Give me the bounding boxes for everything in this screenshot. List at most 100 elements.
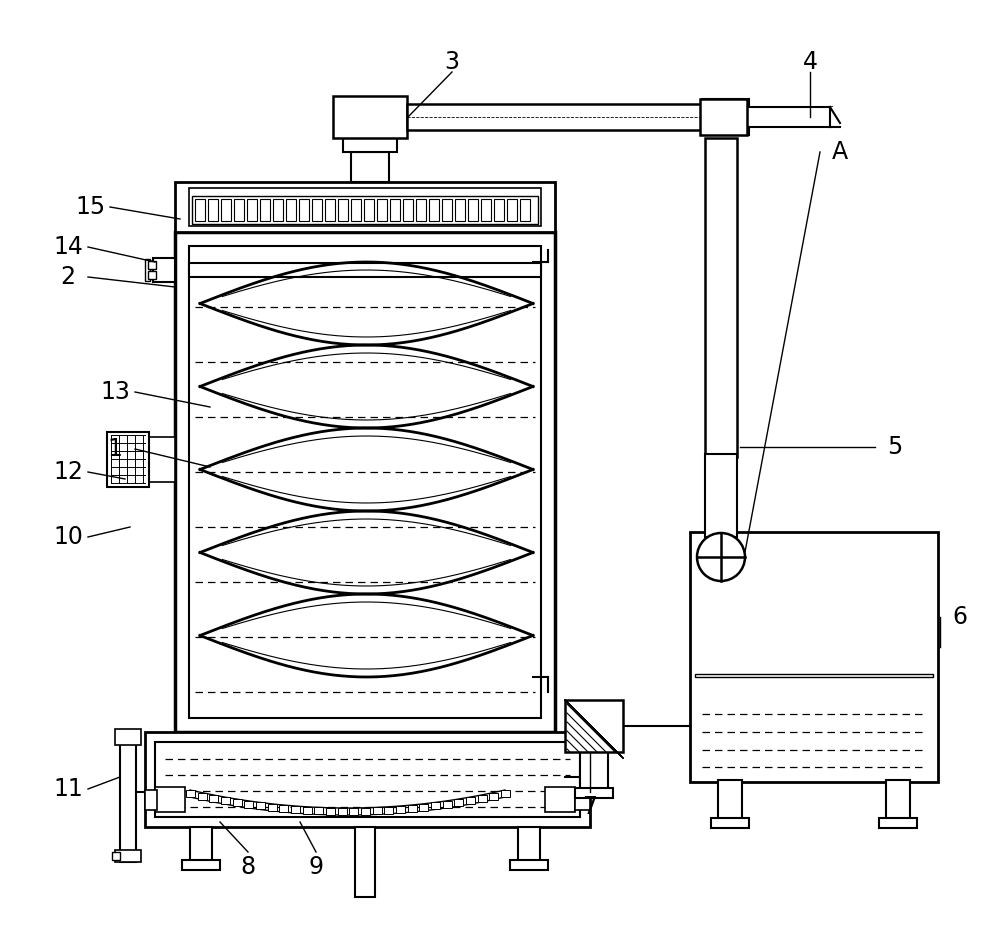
Bar: [260, 199, 270, 221]
Bar: [155, 742, 580, 817]
Bar: [351, 199, 361, 221]
Bar: [468, 199, 478, 221]
Bar: [145, 790, 157, 810]
Bar: [408, 805, 417, 812]
Bar: [455, 199, 465, 221]
Bar: [407, 104, 710, 130]
Bar: [510, 860, 548, 870]
Bar: [149, 437, 175, 482]
Bar: [182, 860, 220, 870]
Bar: [481, 199, 491, 221]
Bar: [273, 199, 283, 221]
Bar: [575, 788, 613, 798]
Bar: [747, 107, 832, 127]
Bar: [333, 96, 407, 138]
Text: A: A: [832, 140, 848, 164]
Bar: [429, 199, 439, 221]
Bar: [190, 827, 212, 862]
Bar: [377, 199, 387, 221]
Bar: [247, 199, 257, 221]
Text: 4: 4: [802, 50, 818, 74]
Bar: [373, 807, 382, 815]
Bar: [431, 803, 440, 809]
Bar: [518, 827, 540, 862]
Bar: [705, 138, 737, 457]
Bar: [115, 729, 141, 745]
Bar: [153, 258, 175, 282]
Bar: [279, 805, 288, 812]
Bar: [145, 732, 590, 827]
Bar: [454, 799, 463, 806]
Bar: [384, 806, 393, 814]
Bar: [314, 807, 323, 815]
Bar: [545, 787, 575, 812]
Bar: [209, 795, 218, 802]
Bar: [718, 780, 742, 820]
Bar: [416, 199, 426, 221]
Bar: [466, 797, 475, 804]
Text: 8: 8: [240, 855, 256, 879]
Bar: [494, 199, 504, 221]
Bar: [565, 700, 623, 752]
Bar: [325, 199, 335, 221]
Bar: [286, 199, 296, 221]
Bar: [244, 801, 253, 807]
Bar: [501, 790, 510, 797]
Text: 14: 14: [53, 235, 83, 259]
Bar: [233, 799, 242, 806]
Bar: [478, 795, 487, 802]
Bar: [349, 808, 358, 815]
Bar: [299, 199, 309, 221]
Bar: [520, 199, 530, 221]
Bar: [403, 199, 413, 221]
Bar: [443, 801, 452, 807]
Bar: [361, 807, 370, 815]
Bar: [364, 199, 374, 221]
Bar: [112, 852, 120, 860]
Bar: [355, 827, 375, 897]
Bar: [120, 737, 136, 862]
Bar: [695, 674, 933, 677]
Bar: [390, 199, 400, 221]
Bar: [175, 232, 555, 732]
Bar: [351, 152, 389, 182]
Text: 2: 2: [60, 265, 76, 289]
Bar: [291, 806, 300, 813]
Bar: [303, 806, 312, 814]
Bar: [189, 263, 541, 277]
Bar: [234, 199, 244, 221]
Bar: [195, 199, 205, 221]
Circle shape: [697, 533, 745, 581]
Bar: [343, 138, 397, 152]
Bar: [489, 793, 498, 800]
Bar: [145, 259, 150, 281]
Bar: [268, 804, 277, 811]
Polygon shape: [830, 107, 840, 127]
Bar: [221, 199, 231, 221]
Text: 10: 10: [53, 525, 83, 549]
Text: 13: 13: [100, 380, 130, 404]
Bar: [192, 196, 538, 224]
Text: 3: 3: [444, 50, 460, 74]
Bar: [711, 818, 749, 828]
Text: 11: 11: [53, 777, 83, 801]
Bar: [338, 808, 347, 815]
Bar: [700, 99, 747, 135]
Text: 1: 1: [108, 437, 122, 461]
Text: 15: 15: [75, 195, 105, 219]
Bar: [419, 804, 428, 811]
Bar: [879, 818, 917, 828]
Bar: [221, 797, 230, 804]
Bar: [338, 199, 348, 221]
Text: 6: 6: [952, 605, 968, 629]
Bar: [326, 807, 335, 815]
Bar: [256, 803, 265, 809]
Bar: [148, 271, 156, 279]
Text: 12: 12: [53, 460, 83, 484]
Bar: [396, 806, 405, 813]
Bar: [312, 199, 322, 221]
Bar: [189, 246, 541, 718]
Bar: [208, 199, 218, 221]
Text: 5: 5: [887, 435, 903, 459]
Bar: [575, 790, 590, 810]
